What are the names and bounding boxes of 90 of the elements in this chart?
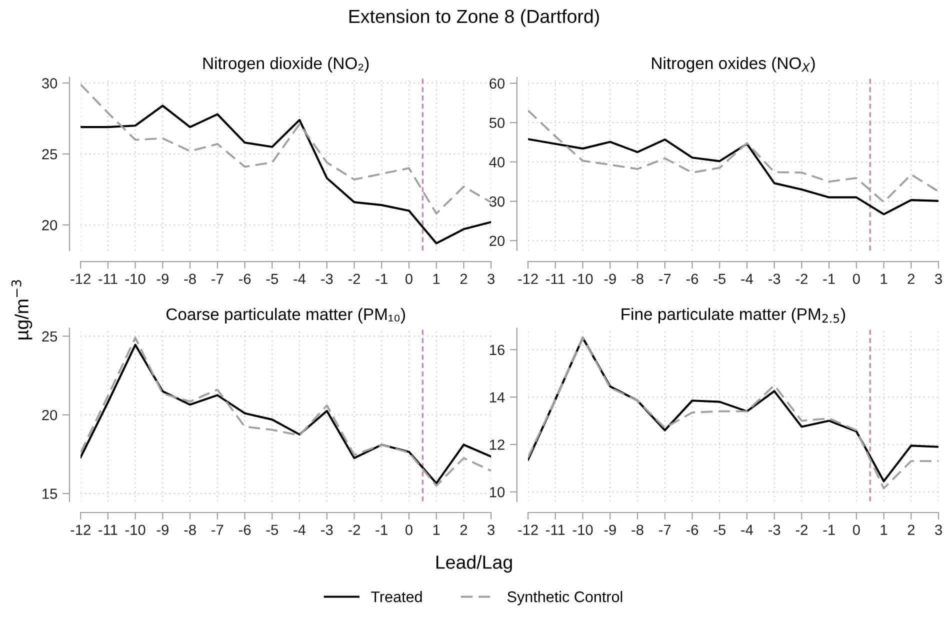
- y-tick-label: 50: [489, 118, 505, 128]
- x-tick-label: -3: [321, 524, 333, 536]
- x-tick-label: 2: [460, 274, 468, 284]
- x-tick-label: -5: [714, 524, 726, 536]
- x-tick-label: -1: [376, 274, 388, 284]
- x-tick-label: -10: [125, 524, 146, 536]
- x-tick-label: 1: [880, 524, 888, 535]
- x-axis-title: Lead/Lag: [436, 555, 512, 573]
- x-tick-label: 0: [852, 274, 860, 284]
- x-tick-label: -12: [518, 524, 538, 535]
- x-tick-label: 3: [935, 274, 942, 284]
- x-tick-label: -3: [321, 274, 333, 284]
- y-tick-label: 30: [489, 196, 505, 207]
- x-tick-label: -3: [768, 524, 780, 536]
- y-tick-label: 20: [490, 236, 505, 246]
- text: Extension to Zone 8 (Dartford): [349, 9, 599, 27]
- x-tick-label: -7: [659, 524, 671, 535]
- x-tick-label: -9: [604, 524, 616, 536]
- x-tick-label: 3: [488, 274, 494, 284]
- y-tick-label: 16: [490, 344, 504, 356]
- x-tick-label: 2: [908, 274, 914, 284]
- x-tick-label: -8: [184, 524, 196, 536]
- x-tick-label: -11: [98, 274, 118, 284]
- x-tick-label: -2: [348, 524, 360, 535]
- x-tick-label: -6: [686, 524, 698, 536]
- x-tick-label: -5: [266, 524, 278, 536]
- y-tick-label: 10: [490, 487, 505, 498]
- line-series: [528, 138, 939, 216]
- x-tick-label: 1: [433, 524, 440, 535]
- y-tick-label: 30: [42, 78, 58, 88]
- x-tick-label: -10: [125, 274, 146, 284]
- y-axis-title: µg/m$^{−3}$: [11, 280, 32, 340]
- x-tick-label: -12: [518, 274, 538, 284]
- x-tick-label: -7: [212, 274, 224, 284]
- x-tick-label: -8: [632, 524, 644, 536]
- legend-label: Synthetic Control: [507, 591, 622, 606]
- x-tick-label: -12: [70, 524, 90, 535]
- legend-label: Treated: [371, 591, 422, 602]
- y-tick-label: 14: [490, 392, 505, 402]
- x-tick-label: -9: [156, 524, 168, 536]
- line-series: [528, 109, 939, 204]
- x-tick-label: -1: [823, 274, 835, 284]
- y-tick-label: 60: [490, 78, 505, 89]
- x-tick-label: 1: [433, 274, 440, 284]
- x-tick-label: -9: [604, 274, 616, 284]
- x-tick-label: -9: [156, 274, 168, 284]
- x-tick-label: 1: [880, 274, 888, 284]
- x-tick-label: -2: [796, 524, 808, 535]
- x-tick-label: -1: [376, 524, 388, 535]
- x-tick-label: -6: [238, 274, 251, 284]
- x-tick-label: -4: [294, 524, 306, 535]
- x-tick-label: 2: [460, 524, 468, 535]
- y-tick-label: 15: [42, 488, 58, 499]
- x-tick-label: -8: [632, 274, 644, 284]
- x-tick-label: -3: [768, 274, 780, 284]
- chart-title: Nitrogen dioxide (NO₂): [203, 56, 369, 72]
- x-tick-label: -6: [686, 274, 698, 284]
- y-tick-label: 25: [42, 331, 58, 342]
- y-tick-label: 25: [42, 149, 58, 160]
- x-tick-label: 3: [488, 524, 494, 536]
- x-tick-label: -6: [238, 524, 251, 536]
- x-tick-label: -5: [714, 274, 726, 284]
- x-tick-label: 0: [852, 524, 860, 536]
- x-tick-label: -7: [212, 524, 224, 535]
- y-tick-label: 20: [42, 220, 58, 230]
- x-tick-label: 0: [405, 274, 412, 284]
- x-tick-label: -10: [572, 274, 593, 284]
- x-tick-label: -12: [70, 274, 90, 284]
- y-tick-label: 12: [490, 440, 504, 450]
- x-tick-label: -11: [546, 524, 565, 535]
- x-tick-label: -4: [294, 274, 306, 284]
- x-tick-label: -5: [266, 274, 278, 284]
- x-tick-label: -4: [741, 524, 754, 535]
- x-tick-label: -11: [98, 524, 118, 535]
- x-tick-label: 3: [935, 524, 942, 536]
- chart-title: Coarse particulate matter (PM₁₀): [166, 308, 405, 324]
- x-tick-label: -1: [823, 524, 835, 535]
- x-tick-label: 0: [405, 524, 412, 536]
- x-tick-label: -10: [572, 524, 593, 536]
- x-tick-label: -11: [546, 274, 565, 284]
- x-tick-label: -2: [348, 274, 360, 284]
- x-tick-label: 2: [908, 524, 914, 535]
- chart-title: Fine particulate matter (PM$_{2.5}$): [622, 308, 846, 324]
- x-tick-label: -7: [659, 274, 671, 284]
- x-tick-label: -8: [184, 274, 196, 284]
- y-tick-label: 40: [489, 157, 505, 168]
- y-tick-label: 20: [42, 410, 58, 420]
- x-tick-label: -4: [741, 274, 754, 284]
- chart-title: Nitrogen oxides (NO$_{X}$): [652, 56, 815, 72]
- x-tick-label: -2: [796, 274, 808, 284]
